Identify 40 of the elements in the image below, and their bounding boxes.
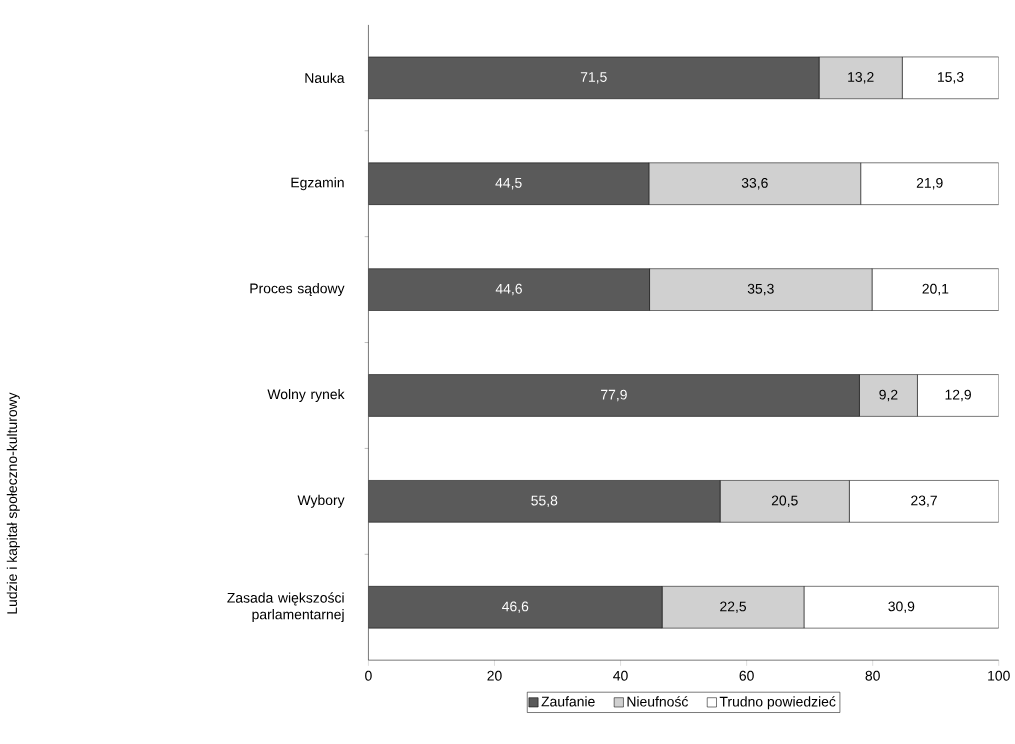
- legend-label: Trudno powiedzieć: [719, 696, 836, 710]
- y-tick-label: Egzamin: [291, 177, 344, 191]
- legend-label: Nieufność: [627, 696, 688, 707]
- data-label: 20,5: [771, 495, 798, 508]
- data-label: 35,3: [747, 283, 774, 296]
- data-label: 21,9: [916, 178, 943, 190]
- bar: [368, 268, 650, 311]
- data-label: 44,6: [495, 283, 522, 296]
- data-label: 44,5: [495, 178, 522, 190]
- x-tick-label: 100: [988, 670, 1010, 681]
- bar: [368, 480, 721, 523]
- bar: [368, 162, 650, 205]
- data-label: 20,1: [922, 283, 949, 296]
- legend-label: Zaufanie: [541, 696, 595, 707]
- x-tick-label: 0: [365, 670, 372, 681]
- y-tick-label: Wolny rynek: [267, 389, 345, 403]
- data-label: 13,2: [848, 72, 874, 84]
- bar: [368, 56, 820, 100]
- x-tick-label: 60: [739, 670, 754, 681]
- data-label: 23,7: [911, 495, 937, 508]
- data-label: 46,6: [502, 601, 529, 614]
- data-label: 12,9: [945, 389, 971, 402]
- y-tick-label: Proces sądowy: [250, 283, 345, 297]
- x-tick-label: 20: [487, 670, 502, 681]
- y-tick-label: Nauka: [305, 72, 345, 84]
- data-label: 77,9: [601, 389, 627, 402]
- data-label: 33,6: [741, 178, 768, 190]
- data-label: 15,3: [938, 72, 964, 84]
- data-label: 9,2: [879, 389, 898, 402]
- data-label: 30,9: [888, 601, 915, 614]
- bar: [368, 586, 663, 629]
- data-label: 71,5: [580, 72, 607, 84]
- text: Ludzie i kapitał społeczno-kulturowy: [6, 392, 20, 614]
- y-tick-label: Wybory: [297, 494, 345, 508]
- x-tick-label: 80: [865, 670, 880, 681]
- data-label: 22,5: [720, 601, 747, 614]
- x-tick-label: 40: [613, 670, 628, 681]
- data-label: 55,8: [531, 495, 558, 508]
- bar: [368, 374, 860, 417]
- y-tick-label: Zasada większości parlamentarnej: [227, 592, 344, 623]
